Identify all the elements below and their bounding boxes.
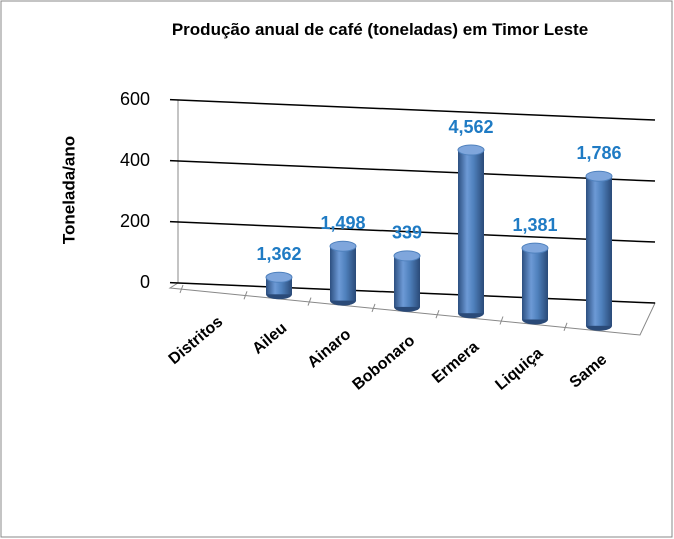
bar-top <box>457 144 485 156</box>
bar-top <box>585 170 613 182</box>
chart-title: Produção anual de café (toneladas) em Ti… <box>171 20 589 39</box>
x-tick <box>371 303 376 313</box>
x-tick <box>179 284 184 294</box>
y-axis-label: Tonelada/ano <box>59 136 78 244</box>
bar <box>586 176 612 326</box>
data-label: 1,362 <box>256 244 301 264</box>
y-tick-label: 600 <box>120 89 150 109</box>
data-label: 1,381 <box>512 215 557 235</box>
data-label: 1,786 <box>576 143 621 163</box>
bar <box>330 246 356 301</box>
y-tick-label: 0 <box>140 272 150 292</box>
data-label: 339 <box>392 223 422 243</box>
grid-line <box>169 220 656 243</box>
x-tick <box>499 316 504 325</box>
x-tick <box>563 322 568 331</box>
data-label: 4,562 <box>448 117 493 137</box>
bar <box>522 248 548 320</box>
grid-line <box>169 98 656 121</box>
x-tick <box>435 310 440 319</box>
bar <box>394 255 420 307</box>
bar-top <box>393 250 421 262</box>
y-tick-label: 200 <box>120 211 150 231</box>
bar-top <box>265 271 293 283</box>
x-tick <box>243 291 248 300</box>
bar-top <box>329 240 357 252</box>
y-tick-label: 400 <box>120 150 150 170</box>
data-label: 1,498 <box>320 213 365 233</box>
grid-line <box>169 159 656 182</box>
bar-top <box>521 242 549 254</box>
bar <box>458 150 484 314</box>
x-tick <box>307 297 312 306</box>
